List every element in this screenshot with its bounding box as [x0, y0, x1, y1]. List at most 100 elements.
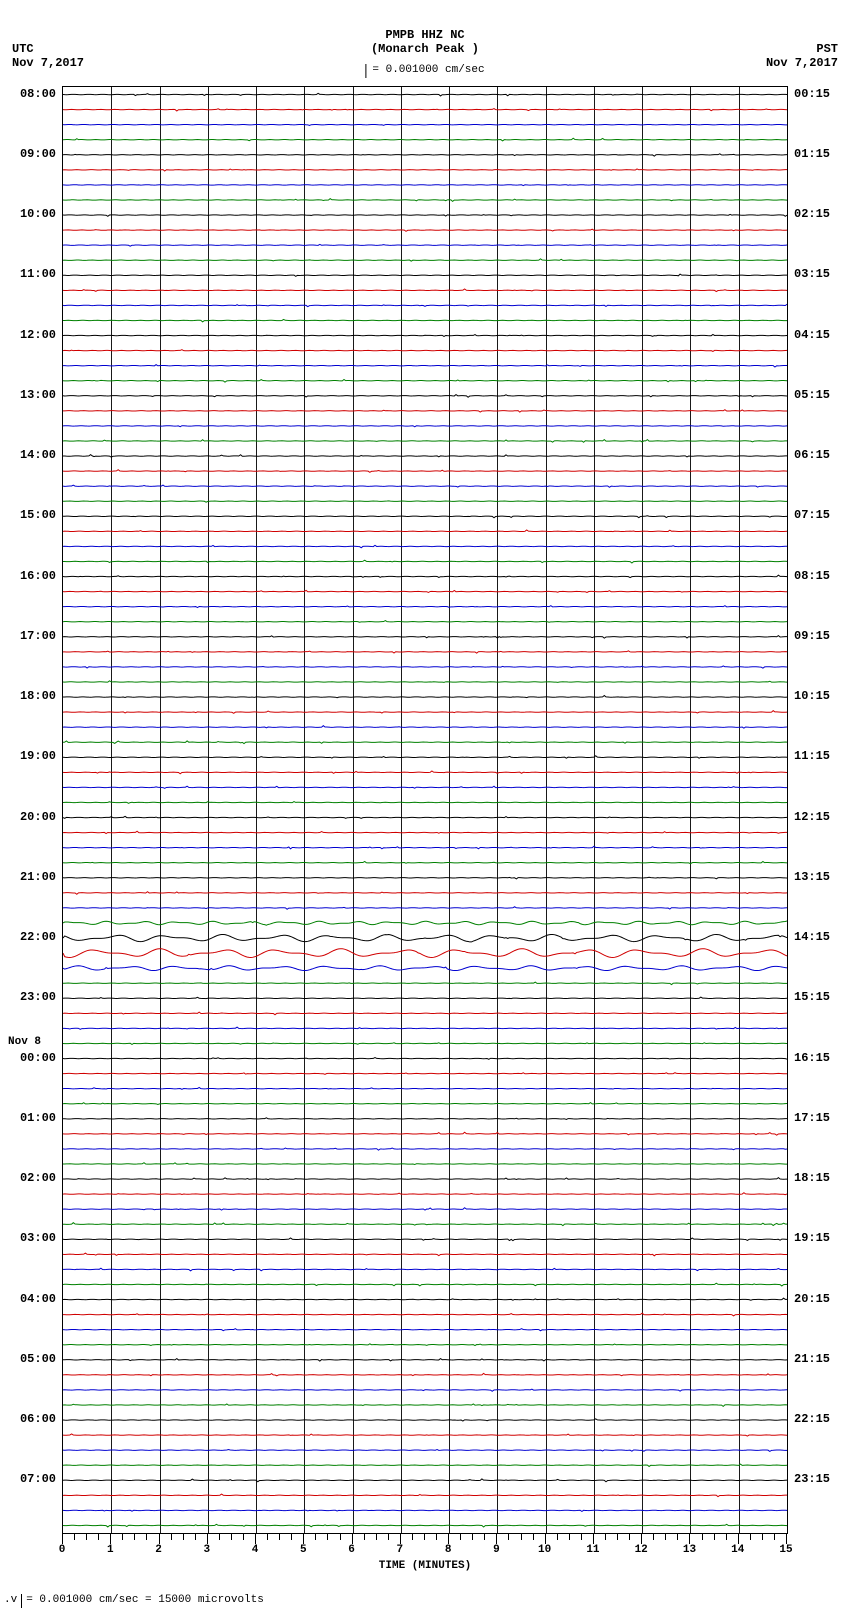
footer-scale: .v= 0.001000 cm/sec = 15000 microvolts: [4, 1592, 264, 1606]
seismic-trace: [63, 93, 787, 96]
x-tick-minor: [714, 1534, 715, 1540]
seismic-trace: [63, 575, 787, 577]
trace-row: [63, 87, 787, 1533]
x-tick-minor: [243, 1534, 244, 1540]
seismic-trace: [63, 696, 787, 698]
seismic-trace: [63, 501, 787, 502]
seismic-trace: [63, 1193, 787, 1195]
grid-vline: [160, 87, 161, 1533]
right-hour-label: 21:15: [794, 1352, 838, 1366]
trace-row: [63, 87, 787, 1533]
seismic-trace: [63, 666, 787, 668]
trace-row: [63, 87, 787, 1533]
seismic-trace: [63, 1419, 787, 1421]
trace-row: [63, 87, 787, 1533]
left-hour-label: 07:00: [12, 1472, 56, 1486]
seismic-trace: [63, 1404, 787, 1406]
trace-row: [63, 87, 787, 1533]
x-tick-minor: [774, 1534, 775, 1540]
left-hour-label: 19:00: [12, 749, 56, 763]
trace-row: [63, 87, 787, 1533]
seismic-trace: [63, 1118, 787, 1120]
x-tick-minor: [472, 1534, 473, 1540]
x-tick-minor: [557, 1534, 558, 1540]
trace-row: [63, 87, 787, 1533]
seismic-trace: [63, 741, 787, 744]
seismic-trace: [63, 1223, 787, 1226]
x-tick-label: 13: [683, 1544, 696, 1556]
seismic-trace: [63, 1344, 787, 1346]
seismic-trace: [63, 816, 787, 818]
seismic-trace: [63, 621, 787, 623]
trace-row: [63, 87, 787, 1533]
trace-row: [63, 87, 787, 1533]
trace-row: [63, 87, 787, 1533]
seismic-trace: [63, 831, 787, 833]
seismic-trace: [63, 1359, 787, 1362]
x-tick: [255, 1534, 256, 1544]
seismic-trace: [63, 711, 787, 714]
x-tick-minor: [569, 1534, 570, 1540]
seismic-trace: [63, 350, 787, 352]
trace-row: [63, 87, 787, 1533]
x-tick-minor: [665, 1534, 666, 1540]
seismic-trace: [63, 1208, 787, 1210]
header: PMPB HHZ NC (Monarch Peak ): [0, 28, 850, 56]
left-hour-label: 11:00: [12, 267, 56, 281]
x-tick-label: 5: [300, 1544, 307, 1556]
seismic-trace: [63, 1027, 787, 1029]
trace-row: [63, 87, 787, 1533]
right-hour-label: 00:15: [794, 87, 838, 101]
right-hour-label: 05:15: [794, 388, 838, 402]
trace-row: [63, 87, 787, 1533]
right-hour-label: 12:15: [794, 810, 838, 824]
x-tick-label: 12: [635, 1544, 648, 1556]
x-tick-minor: [581, 1534, 582, 1540]
x-tick: [159, 1534, 160, 1544]
left-hour-label: 09:00: [12, 147, 56, 161]
trace-row: [63, 87, 787, 1533]
seismic-trace: [63, 1298, 787, 1300]
seismic-trace: [63, 530, 787, 532]
trace-row: [63, 87, 787, 1533]
right-date: Nov 7,2017: [766, 56, 838, 70]
seismic-trace: [63, 1510, 787, 1511]
seismic-trace: [63, 982, 787, 984]
right-hour-label: 19:15: [794, 1231, 838, 1245]
seismic-trace: [63, 365, 787, 367]
trace-row: [63, 87, 787, 1533]
seismic-trace: [63, 124, 787, 125]
trace-row: [63, 87, 787, 1533]
x-tick: [689, 1534, 690, 1544]
seismic-trace: [63, 109, 787, 111]
seismic-trace: [63, 1043, 787, 1045]
seismic-trace: [63, 1238, 787, 1241]
seismic-trace: [63, 934, 787, 941]
trace-row: [63, 87, 787, 1533]
right-hour-label: 15:15: [794, 990, 838, 1004]
seismic-trace: [63, 1283, 787, 1286]
seismic-trace: [63, 1132, 787, 1135]
trace-row: [63, 87, 787, 1533]
x-tick-label: 11: [586, 1544, 599, 1556]
left-hour-label: 16:00: [12, 569, 56, 583]
trace-row: [63, 87, 787, 1533]
trace-row: [63, 87, 787, 1533]
x-tick: [641, 1534, 642, 1544]
x-tick-minor: [315, 1534, 316, 1540]
trace-row: [63, 87, 787, 1533]
seismic-trace: [63, 1148, 787, 1150]
trace-row: [63, 87, 787, 1533]
seismic-trace: [63, 892, 787, 895]
x-tick-minor: [750, 1534, 751, 1540]
seismic-trace: [63, 681, 787, 683]
trace-row: [63, 87, 787, 1533]
seismic-trace: [63, 1163, 787, 1165]
left-hour-label: 03:00: [12, 1231, 56, 1245]
trace-row: [63, 87, 787, 1533]
grid-vline: [690, 87, 691, 1533]
trace-row: [63, 87, 787, 1533]
x-tick: [352, 1534, 353, 1544]
right-hour-label: 23:15: [794, 1472, 838, 1486]
right-tz: PST: [766, 42, 838, 56]
